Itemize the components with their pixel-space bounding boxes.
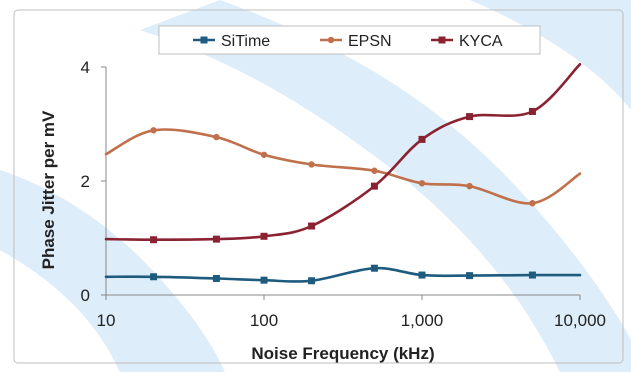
data-point-sitime xyxy=(466,272,474,280)
x-tick-label: 100 xyxy=(250,311,278,330)
data-point-sitime xyxy=(212,274,220,282)
y-axis-title: Phase Jitter per mV xyxy=(39,110,58,269)
series-line-kyca xyxy=(104,62,582,241)
data-point-kyca xyxy=(308,222,316,230)
data-point-epsn xyxy=(150,127,157,134)
legend-item-epsn: EPSN xyxy=(320,33,392,50)
legend-marker-epsn xyxy=(327,36,335,44)
y-axis-ticks: 0 2 4 xyxy=(81,58,106,305)
series-sitime xyxy=(104,264,582,285)
x-tick-label: 1,000 xyxy=(401,311,444,330)
data-point-sitime xyxy=(370,264,378,272)
legend-marker-sitime xyxy=(200,36,208,44)
data-point-kyca xyxy=(466,113,474,121)
data-point-kyca xyxy=(150,236,158,244)
data-point-epsn xyxy=(308,161,315,168)
data-point-sitime xyxy=(260,276,268,284)
legend-marker-kyca xyxy=(438,36,446,44)
data-point-kyca xyxy=(418,135,426,143)
legend-label-epsn: EPSN xyxy=(348,33,392,50)
data-point-kyca xyxy=(260,232,268,240)
data-point-kyca xyxy=(370,182,378,190)
series-line-sitime xyxy=(104,266,582,283)
data-point-epsn xyxy=(260,151,268,158)
data-point-epsn xyxy=(418,180,426,187)
series-line-epsn xyxy=(104,128,582,205)
data-point-epsn xyxy=(529,200,536,207)
y-tick-label: 4 xyxy=(81,58,90,77)
series-epsn xyxy=(104,127,582,207)
data-point-epsn xyxy=(213,133,220,141)
y-tick-label: 0 xyxy=(81,286,90,305)
data-point-epsn xyxy=(466,182,473,190)
x-axis-title: Noise Frequency (kHz) xyxy=(251,344,434,363)
series-kyca xyxy=(104,62,582,244)
data-point-sitime xyxy=(308,277,316,285)
legend-box xyxy=(158,25,541,55)
series-lines xyxy=(104,62,582,285)
legend-label-sitime: SiTime xyxy=(221,33,270,50)
legend: SiTime EPSN KYCA xyxy=(158,25,541,55)
chart-frame xyxy=(13,9,624,364)
legend-label-kyca: KYCA xyxy=(459,33,503,50)
x-axis-ticks: 10 100 1,000 10,000 xyxy=(97,295,606,330)
x-tick-label: 10,000 xyxy=(554,311,606,330)
data-point-kyca xyxy=(212,235,220,243)
data-point-sitime xyxy=(418,271,426,279)
legend-item-sitime: SiTime xyxy=(193,33,270,50)
data-point-sitime xyxy=(150,273,158,281)
data-point-kyca xyxy=(528,107,536,115)
y-tick-label: 2 xyxy=(81,172,90,191)
data-point-sitime xyxy=(528,271,536,279)
x-tick-label: 10 xyxy=(97,311,116,330)
legend-item-kyca: KYCA xyxy=(431,33,503,50)
data-point-epsn xyxy=(371,167,378,174)
